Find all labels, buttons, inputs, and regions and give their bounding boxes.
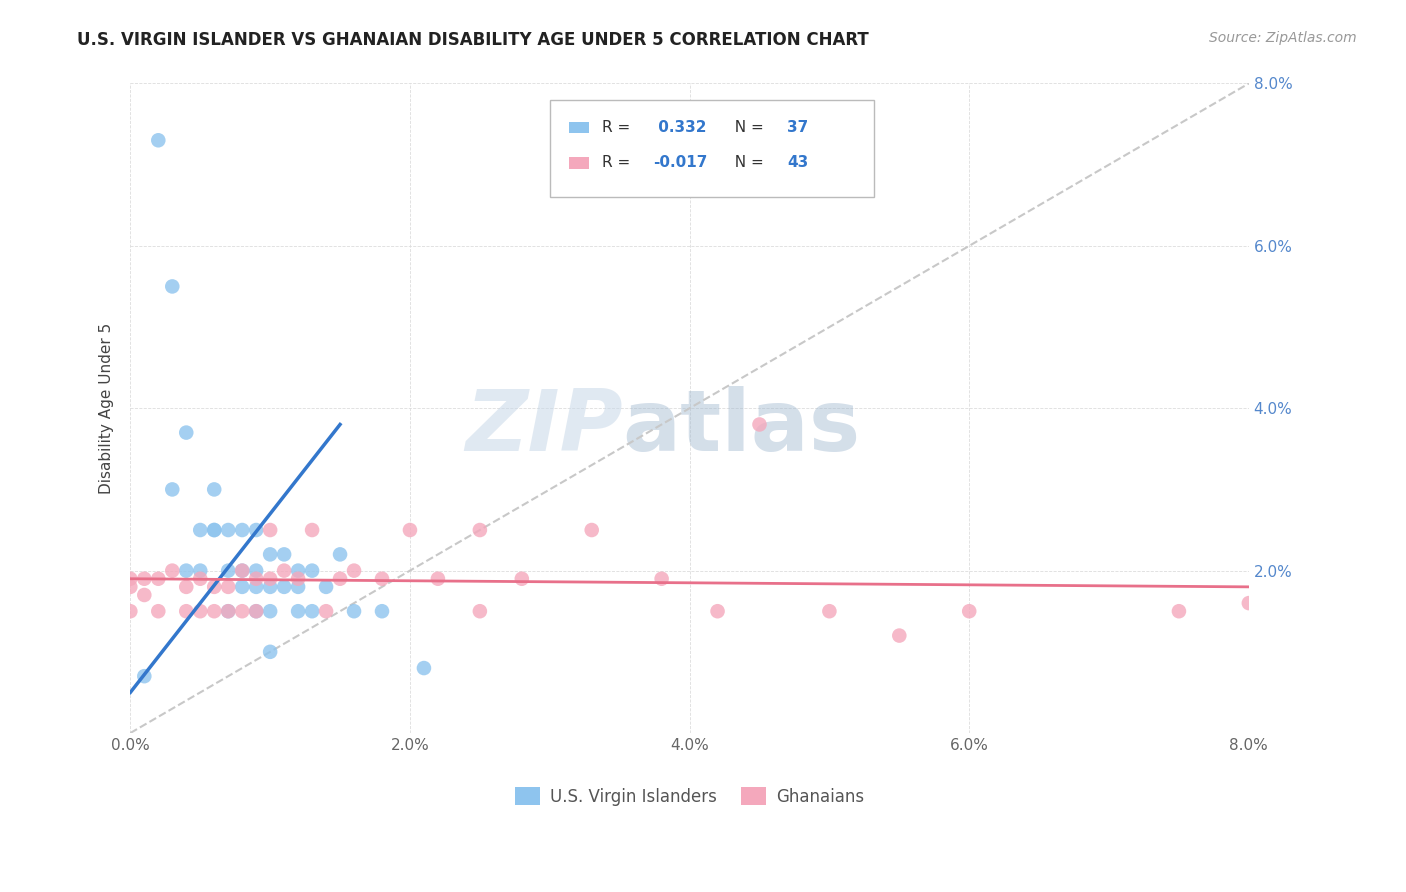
Text: R =: R = — [602, 155, 636, 170]
Text: 37: 37 — [787, 120, 808, 135]
Point — [343, 604, 366, 618]
Point — [231, 604, 253, 618]
Point — [202, 523, 225, 537]
Point — [259, 580, 281, 594]
Point — [287, 604, 309, 618]
Point — [134, 588, 156, 602]
Point — [188, 604, 211, 618]
Point — [231, 564, 253, 578]
Point — [371, 572, 394, 586]
Point — [217, 604, 239, 618]
Point — [259, 548, 281, 562]
FancyBboxPatch shape — [569, 122, 589, 134]
Point — [706, 604, 728, 618]
Text: ZIP: ZIP — [465, 386, 623, 469]
Point — [1237, 596, 1260, 610]
Point — [510, 572, 533, 586]
Point — [120, 580, 142, 594]
Point — [259, 523, 281, 537]
Point — [413, 661, 436, 675]
Point — [818, 604, 841, 618]
Point — [259, 572, 281, 586]
Point — [315, 604, 337, 618]
Point — [174, 564, 197, 578]
Point — [329, 548, 352, 562]
Point — [162, 483, 184, 497]
Point — [301, 604, 323, 618]
Point — [188, 564, 211, 578]
Point — [889, 629, 911, 643]
Point — [287, 564, 309, 578]
Text: R =: R = — [602, 120, 636, 135]
Point — [748, 417, 770, 432]
Point — [120, 572, 142, 586]
Text: N =: N = — [725, 120, 769, 135]
Point — [174, 604, 197, 618]
FancyBboxPatch shape — [569, 157, 589, 169]
Point — [188, 572, 211, 586]
Point — [174, 580, 197, 594]
Point — [343, 564, 366, 578]
Point — [134, 572, 156, 586]
Legend: U.S. Virgin Islanders, Ghanaians: U.S. Virgin Islanders, Ghanaians — [508, 780, 872, 813]
Point — [202, 483, 225, 497]
Point — [651, 572, 673, 586]
Point — [245, 604, 267, 618]
Point — [148, 133, 170, 147]
Point — [259, 645, 281, 659]
Point — [245, 604, 267, 618]
Text: Source: ZipAtlas.com: Source: ZipAtlas.com — [1209, 31, 1357, 45]
Point — [468, 604, 491, 618]
Point — [468, 523, 491, 537]
Text: atlas: atlas — [623, 386, 860, 469]
Point — [202, 604, 225, 618]
Point — [148, 604, 170, 618]
Point — [259, 604, 281, 618]
Y-axis label: Disability Age Under 5: Disability Age Under 5 — [100, 323, 114, 494]
Point — [174, 425, 197, 440]
Point — [217, 564, 239, 578]
Point — [162, 279, 184, 293]
Point — [301, 523, 323, 537]
Text: U.S. VIRGIN ISLANDER VS GHANAIAN DISABILITY AGE UNDER 5 CORRELATION CHART: U.S. VIRGIN ISLANDER VS GHANAIAN DISABIL… — [77, 31, 869, 49]
Text: N =: N = — [725, 155, 769, 170]
Point — [371, 604, 394, 618]
FancyBboxPatch shape — [550, 100, 875, 197]
Point — [287, 580, 309, 594]
Point — [273, 564, 295, 578]
Point — [287, 572, 309, 586]
Text: 43: 43 — [787, 155, 808, 170]
Point — [231, 564, 253, 578]
Point — [245, 572, 267, 586]
Point — [231, 523, 253, 537]
Point — [273, 580, 295, 594]
Point — [188, 523, 211, 537]
Point — [120, 604, 142, 618]
Point — [245, 564, 267, 578]
Point — [301, 564, 323, 578]
Point — [217, 604, 239, 618]
Point — [426, 572, 449, 586]
Point — [217, 580, 239, 594]
Point — [217, 523, 239, 537]
Point — [315, 580, 337, 594]
Point — [245, 523, 267, 537]
Point — [273, 548, 295, 562]
Point — [202, 523, 225, 537]
Point — [134, 669, 156, 683]
Point — [957, 604, 980, 618]
Point — [581, 523, 603, 537]
Point — [231, 580, 253, 594]
Text: 0.332: 0.332 — [652, 120, 706, 135]
Point — [1168, 604, 1191, 618]
Point — [202, 580, 225, 594]
Point — [399, 523, 422, 537]
Point — [148, 572, 170, 586]
Point — [329, 572, 352, 586]
Point — [245, 580, 267, 594]
Text: -0.017: -0.017 — [652, 155, 707, 170]
Point — [162, 564, 184, 578]
